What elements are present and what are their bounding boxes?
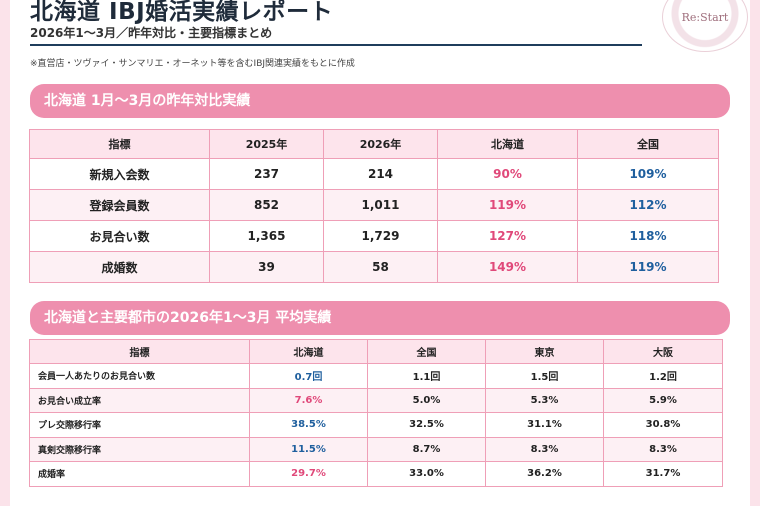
- report-title: 北海道 IBJ婚活実績レポート: [30, 0, 334, 25]
- table-row: 成婚数 39 58 149% 119%: [29, 251, 719, 283]
- section2-heading: 北海道と主要都市の2026年1〜3月 平均実績: [30, 301, 730, 335]
- city-tokyo-value: 36.2%: [485, 461, 604, 487]
- city-header-metric: 指標: [29, 339, 250, 364]
- yoy-2025: 39: [209, 251, 324, 283]
- city-national-value: 33.0%: [367, 461, 486, 487]
- yoy-national-ratio: 112%: [577, 189, 719, 221]
- city-national-value: 32.5%: [367, 412, 486, 438]
- yoy-header-national: 全国: [577, 129, 719, 159]
- section1-heading: 北海道 1月〜3月の昨年対比実績: [30, 84, 730, 118]
- city-comparison-table: 指標 北海道 全国 東京 大阪 会員一人あたりのお見合い数 0.7回 1.1回 …: [29, 339, 723, 487]
- yoy-2025: 852: [209, 189, 324, 221]
- source-note: ※直営店・ツヴァイ・サンマリエ・オーネット等を含むIBJ関連実績をもとに作成: [30, 59, 355, 69]
- table-row: 成婚率 29.7% 33.0% 36.2% 31.7%: [29, 461, 723, 487]
- table-row: プレ交際移行率 38.5% 32.5% 31.1% 30.8%: [29, 412, 723, 438]
- report-subtitle: 2026年1〜3月／昨年対比・主要指標まとめ: [30, 26, 273, 40]
- yoy-hokkaido-ratio: 90%: [437, 158, 578, 190]
- yoy-national-ratio: 118%: [577, 220, 719, 252]
- report-sheet: 北海道 IBJ婚活実績レポート 2026年1〜3月／昨年対比・主要指標まとめ ※…: [10, 0, 750, 506]
- yoy-national-ratio: 109%: [577, 158, 719, 190]
- city-national-value: 1.1回: [367, 363, 486, 389]
- city-metric: お見合い成立率: [29, 387, 250, 413]
- yoy-hokkaido-ratio: 149%: [437, 251, 578, 283]
- city-metric: プレ交際移行率: [29, 412, 250, 438]
- title-divider: [30, 44, 642, 46]
- city-header-osaka: 大阪: [603, 339, 723, 364]
- yoy-2025: 237: [209, 158, 324, 190]
- yoy-2026: 1,729: [323, 220, 438, 252]
- city-hokkaido-value: 7.6%: [249, 387, 368, 413]
- yoy-hokkaido-ratio: 127%: [437, 220, 578, 252]
- city-tokyo-value: 5.3%: [485, 387, 604, 413]
- yoy-table: 指標 2025年 2026年 北海道 全国 新規入会数 237 214 90% …: [29, 129, 719, 283]
- yoy-2025: 1,365: [209, 220, 324, 252]
- yoy-2026: 58: [323, 251, 438, 283]
- city-header-hokkaido: 北海道: [249, 339, 368, 364]
- city-metric: 真剣交際移行率: [29, 436, 250, 462]
- city-tokyo-value: 8.3%: [485, 436, 604, 462]
- city-metric: 成婚率: [29, 461, 250, 487]
- yoy-metric: 成婚数: [29, 251, 210, 283]
- yoy-header-metric: 指標: [29, 129, 210, 159]
- brand-logo: Re:Start: [662, 0, 748, 52]
- yoy-metric: 登録会員数: [29, 189, 210, 221]
- city-hokkaido-value: 38.5%: [249, 412, 368, 438]
- yoy-metric: 新規入会数: [29, 158, 210, 190]
- city-hokkaido-value: 0.7回: [249, 363, 368, 389]
- yoy-hokkaido-ratio: 119%: [437, 189, 578, 221]
- table-row: 会員一人あたりのお見合い数 0.7回 1.1回 1.5回 1.2回: [29, 363, 723, 389]
- logo-text: Re:Start: [681, 10, 729, 24]
- table-row: お見合い数 1,365 1,729 127% 118%: [29, 220, 719, 252]
- city-header-national: 全国: [367, 339, 486, 364]
- city-tokyo-value: 31.1%: [485, 412, 604, 438]
- table-row: 真剣交際移行率 11.5% 8.7% 8.3% 8.3%: [29, 436, 723, 462]
- table-row: お見合い成立率 7.6% 5.0% 5.3% 5.9%: [29, 387, 723, 413]
- city-osaka-value: 8.3%: [603, 436, 723, 462]
- yoy-header-2025: 2025年: [209, 129, 324, 159]
- city-osaka-value: 5.9%: [603, 387, 723, 413]
- yoy-header-hokkaido: 北海道: [437, 129, 578, 159]
- city-hokkaido-value: 11.5%: [249, 436, 368, 462]
- city-national-value: 5.0%: [367, 387, 486, 413]
- yoy-2026: 214: [323, 158, 438, 190]
- city-osaka-value: 1.2回: [603, 363, 723, 389]
- yoy-2026: 1,011: [323, 189, 438, 221]
- table-row: 新規入会数 237 214 90% 109%: [29, 158, 719, 190]
- yoy-metric: お見合い数: [29, 220, 210, 252]
- city-hokkaido-value: 29.7%: [249, 461, 368, 487]
- yoy-national-ratio: 119%: [577, 251, 719, 283]
- city-tokyo-value: 1.5回: [485, 363, 604, 389]
- city-metric: 会員一人あたりのお見合い数: [29, 363, 250, 389]
- city-osaka-value: 30.8%: [603, 412, 723, 438]
- yoy-header-2026: 2026年: [323, 129, 438, 159]
- city-osaka-value: 31.7%: [603, 461, 723, 487]
- city-header-tokyo: 東京: [485, 339, 604, 364]
- table-row: 登録会員数 852 1,011 119% 112%: [29, 189, 719, 221]
- city-national-value: 8.7%: [367, 436, 486, 462]
